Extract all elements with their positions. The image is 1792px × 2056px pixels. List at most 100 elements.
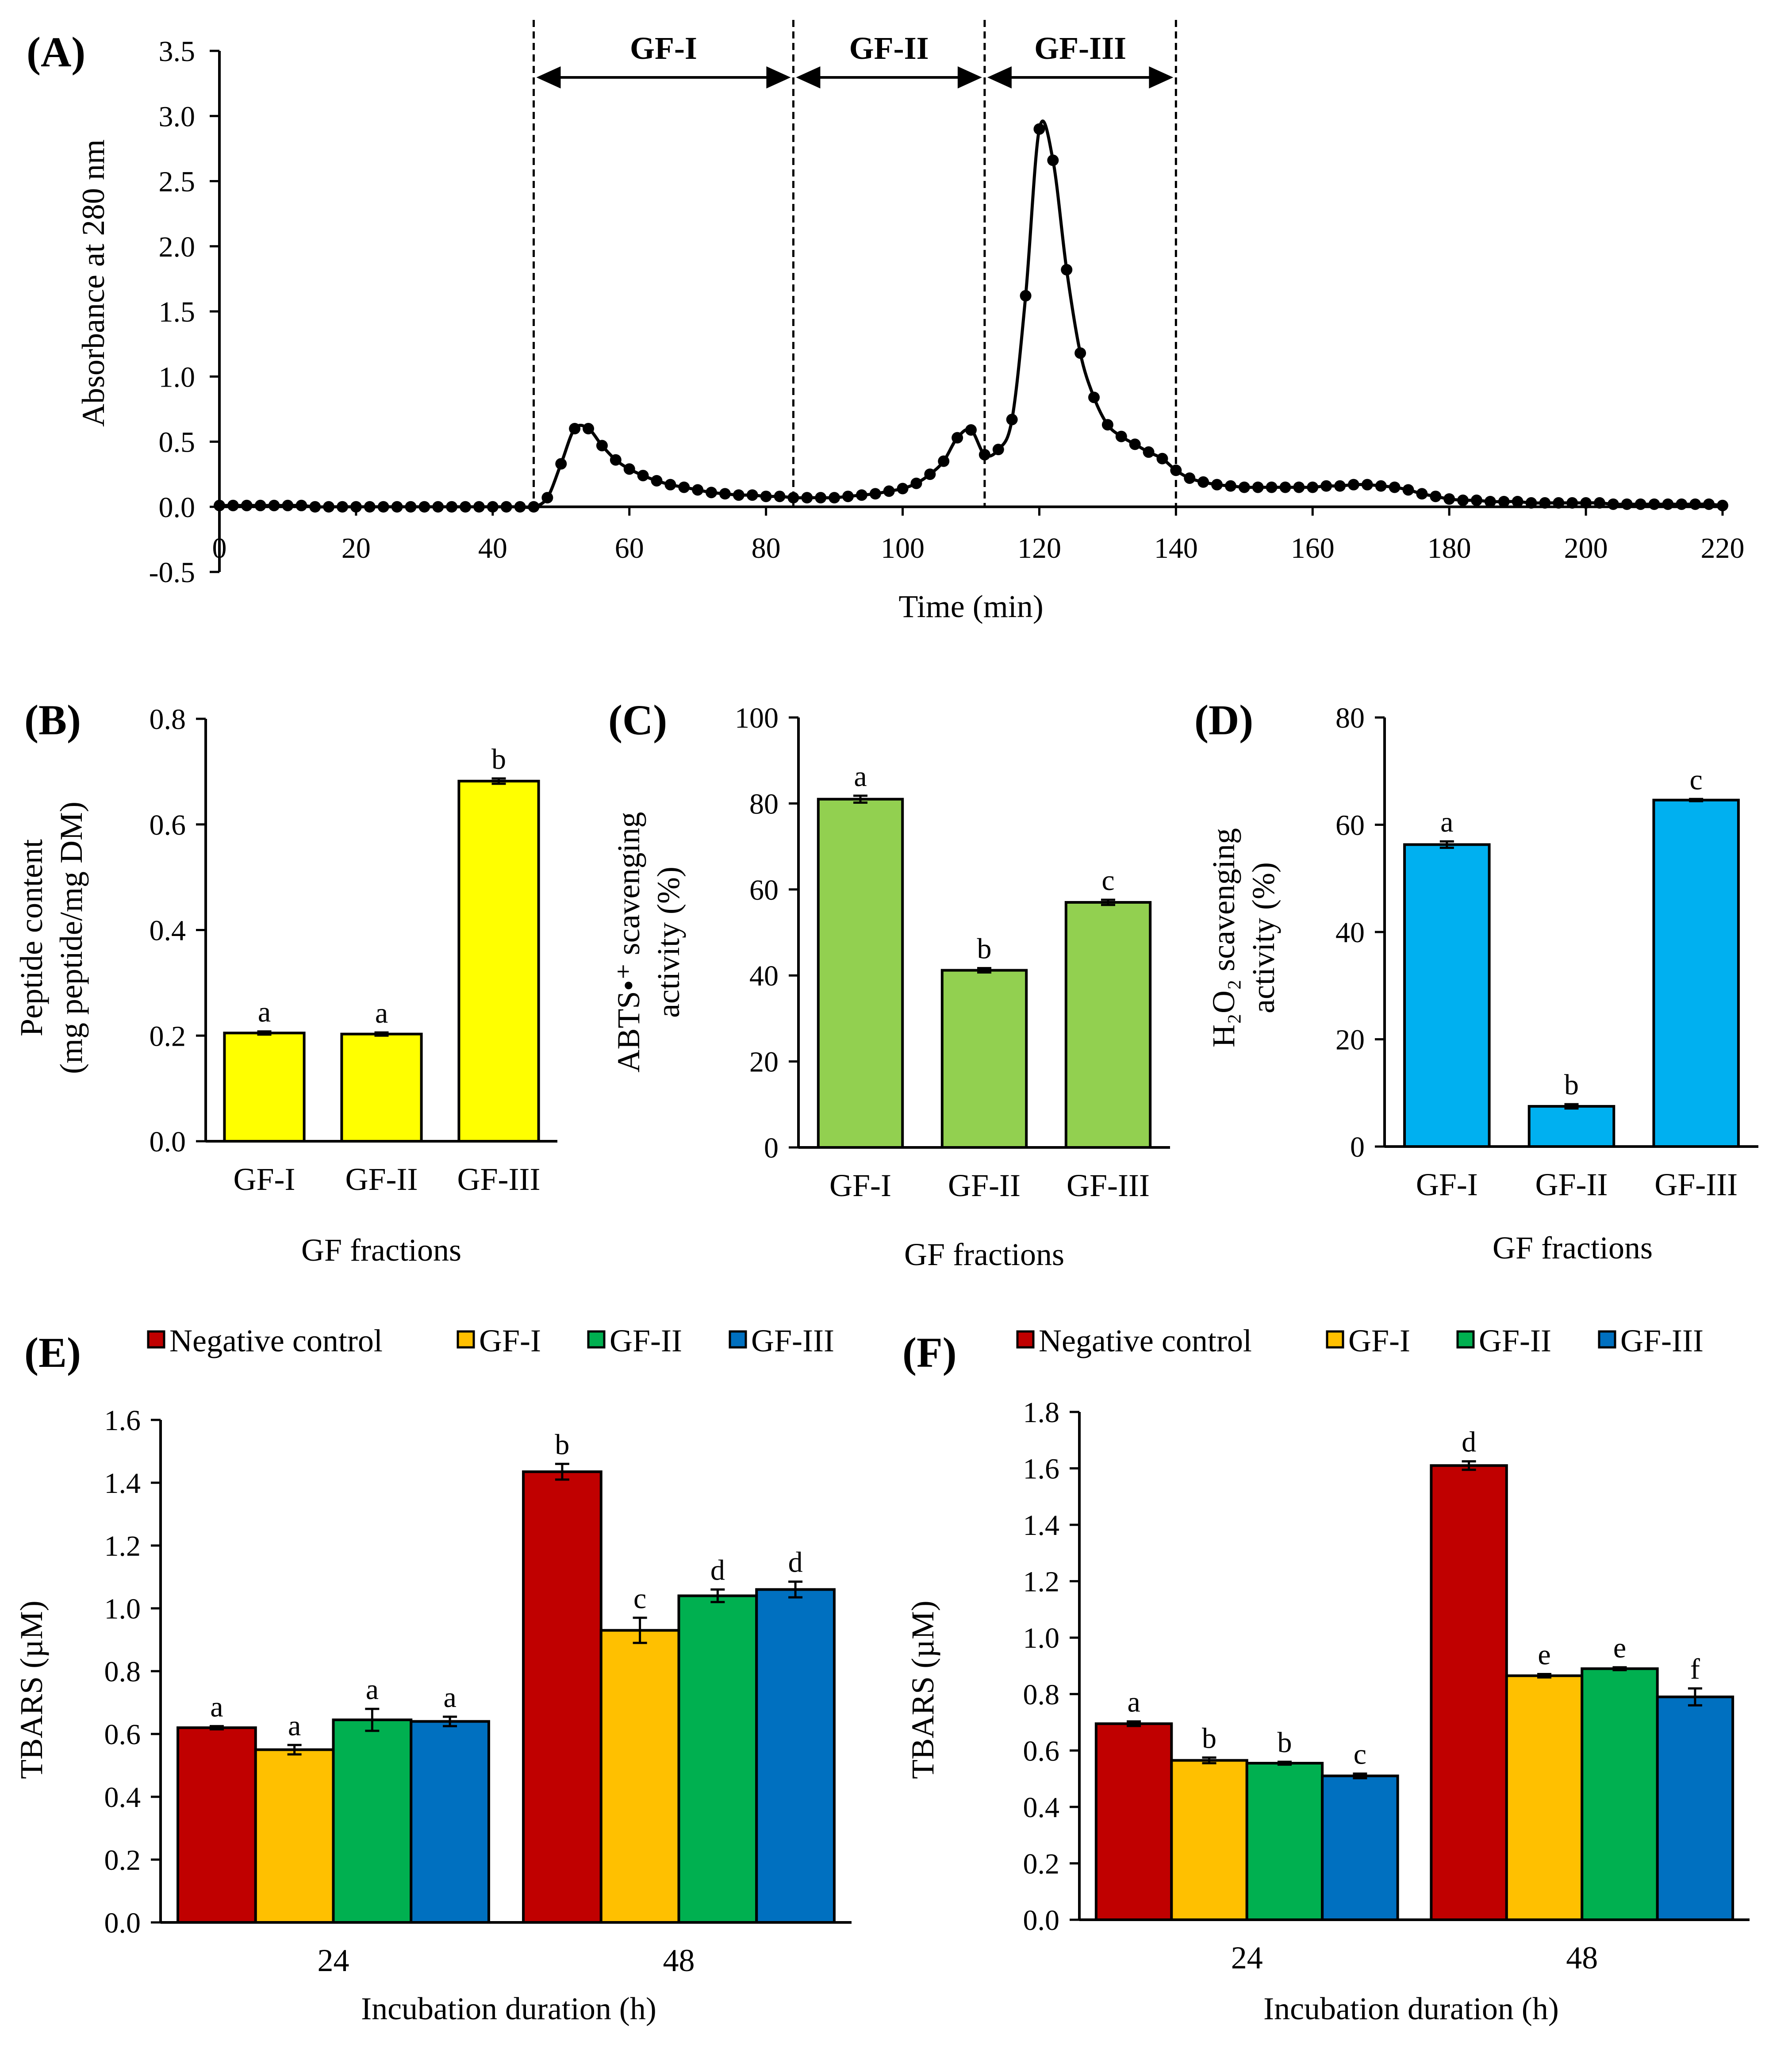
panel-b-category-label: GF-I (234, 1162, 295, 1197)
panel-a-data-point (405, 501, 417, 513)
panel-a-data-point (1607, 498, 1619, 510)
panel-a-data-point (1033, 123, 1045, 135)
panel-e-significance-label: a (210, 1691, 223, 1723)
panel-e-significance-label: b (555, 1428, 569, 1461)
panel-a-data-point (1470, 495, 1482, 506)
panel-a-data-point (719, 488, 731, 500)
panel-a-y-tick-label: 2.0 (159, 231, 196, 263)
panel-a-data-point (391, 501, 403, 513)
panel-d-y-tick-label: 20 (1335, 1024, 1365, 1056)
panel-a-data-point (1129, 438, 1141, 450)
panel-b-y-tick-label: 0.2 (150, 1020, 186, 1052)
panel-a-data-point (651, 475, 663, 487)
panel-a-data-point (1539, 497, 1551, 509)
panel-e-label: (E) (24, 1329, 81, 1376)
panel-a-data-point (500, 501, 512, 513)
panel-a-data-point (1402, 484, 1414, 496)
panel-c-category-label: GF-III (1067, 1168, 1150, 1203)
panel-d-category-label: GF-I (1416, 1167, 1478, 1202)
panel-d: (D) H₂O₂ scavenging activity (%) GF frac… (1194, 696, 1758, 1266)
panel-c-significance-label: c (1101, 864, 1114, 897)
panel-e-y-tick-label: 1.4 (104, 1467, 141, 1500)
panel-f-significance-label: f (1690, 1653, 1700, 1685)
panel-a-fraction-label: GF-II (849, 31, 929, 66)
panel-b-bar (223, 1032, 306, 1143)
panel-a-data-point (1416, 488, 1428, 500)
panel-a-x-tick-label: 140 (1154, 532, 1198, 564)
panel-a-data-point (528, 501, 540, 513)
panel-a-y-tick-label: 3.0 (159, 100, 196, 133)
panel-f-bar (1245, 1762, 1324, 1922)
panel-b-y-axis-title-line-1: Peptide content (14, 839, 49, 1036)
panel-d-category-label: GF-III (1654, 1167, 1738, 1202)
panel-a-y-tick-label: -0.5 (149, 556, 195, 589)
panel-a-data-point (1184, 472, 1196, 484)
panel-a-data-point (774, 491, 786, 502)
panel-e-bar (677, 1594, 758, 1924)
panel-a-data-point (432, 501, 444, 513)
panel-f-bar (1321, 1774, 1399, 1922)
panel-a-data-point (1512, 495, 1523, 507)
panel-b-y-tick-label: 0.0 (150, 1126, 186, 1158)
panel-d-label: (D) (1194, 696, 1253, 744)
panel-e-bar (410, 1720, 490, 1924)
panel-c-y-tick-label: 60 (749, 874, 779, 906)
panel-f-significance-label: c (1354, 1738, 1366, 1771)
panel-b-plot: 0.0 0.2 0.4 0.6 0.8 a GF-I a GF-II b GF-III (150, 703, 557, 1197)
panel-a-data-point (337, 501, 349, 513)
panel-b-significance-label: b (491, 743, 506, 775)
panel-a-data-point (610, 454, 622, 466)
panel-b-label: (B) (24, 696, 81, 744)
panel-e-y-tick-label: 0.6 (104, 1718, 141, 1751)
panel-b-x-axis-title: GF fractions (301, 1232, 461, 1268)
panel-d-y-tick-label: 0 (1350, 1131, 1365, 1163)
panel-a-data-point (910, 477, 922, 489)
panel-a-fraction-arrowhead-left (796, 66, 821, 88)
panel-a-x-tick-label: 80 (752, 532, 781, 564)
panel-a-y-tick-label: 1.5 (159, 296, 196, 328)
panel-a-data-point (1430, 491, 1442, 502)
panel-a-data-point (1334, 480, 1346, 492)
panel-e-y-tick-label: 1.2 (104, 1530, 141, 1562)
panel-a-data-point (1676, 498, 1688, 510)
panel-b-significance-label: a (375, 997, 388, 1029)
panel-c-y-tick-label: 80 (749, 788, 779, 820)
panel-f-y-tick-label: 0.4 (1023, 1791, 1060, 1824)
panel-a-data-point (1443, 493, 1455, 505)
panel-e-bar (755, 1588, 836, 1924)
panel-e-y-tick-label: 0.2 (104, 1844, 141, 1876)
panel-e-legend-swatch (587, 1330, 606, 1349)
panel-f-bar (1656, 1695, 1734, 1921)
panel-d-y-axis-title-line-2: activity (%) (1246, 862, 1281, 1013)
panel-e-legend: Negative control GF-I GF-II GF-III (147, 1323, 834, 1358)
panel-a-fraction-arrowhead-left (987, 66, 1012, 88)
panel-f-y-tick-label: 1.0 (1023, 1622, 1060, 1654)
panel-e-bar (332, 1718, 413, 1924)
panel-a-data-point (1266, 481, 1278, 493)
panel-a-data-point (487, 501, 499, 513)
panel-a-x-tick-label: 200 (1564, 532, 1608, 564)
panel-a-data-point (1498, 495, 1510, 507)
panel-a-data-point (1197, 476, 1209, 488)
panel-a-data-point (1717, 499, 1728, 511)
panel-a-data-point (569, 423, 581, 435)
panel-f-y-tick-label: 1.8 (1023, 1396, 1060, 1429)
panel-c-significance-label: a (854, 760, 867, 793)
panel-e-significance-label: d (710, 1554, 725, 1586)
panel-a-data-point (350, 501, 362, 513)
panel-a-data-point (214, 499, 225, 511)
panel-b: (B) Peptide content (mg peptide/mg DM) G… (14, 696, 557, 1268)
panel-e-significance-label: d (788, 1546, 803, 1579)
panel-e-significance-label: a (366, 1673, 379, 1706)
panel-c-bar (817, 798, 904, 1149)
panel-e-bar (177, 1726, 257, 1924)
panel-e-significance-label: a (443, 1681, 456, 1714)
panel-b-category-label: GF-III (457, 1162, 541, 1197)
panel-a-data-point (1703, 498, 1715, 510)
panel-a-x-tick-label: 100 (881, 532, 925, 564)
panel-c: (C) ABTS•⁺ scavenging activity (%) GF fr… (608, 696, 1170, 1272)
panel-b-y-tick-label: 0.4 (150, 915, 186, 947)
panel-f-label: (F) (902, 1329, 957, 1376)
panel-d-bar (1403, 843, 1491, 1148)
panel-f-significance-label: e (1538, 1638, 1550, 1671)
